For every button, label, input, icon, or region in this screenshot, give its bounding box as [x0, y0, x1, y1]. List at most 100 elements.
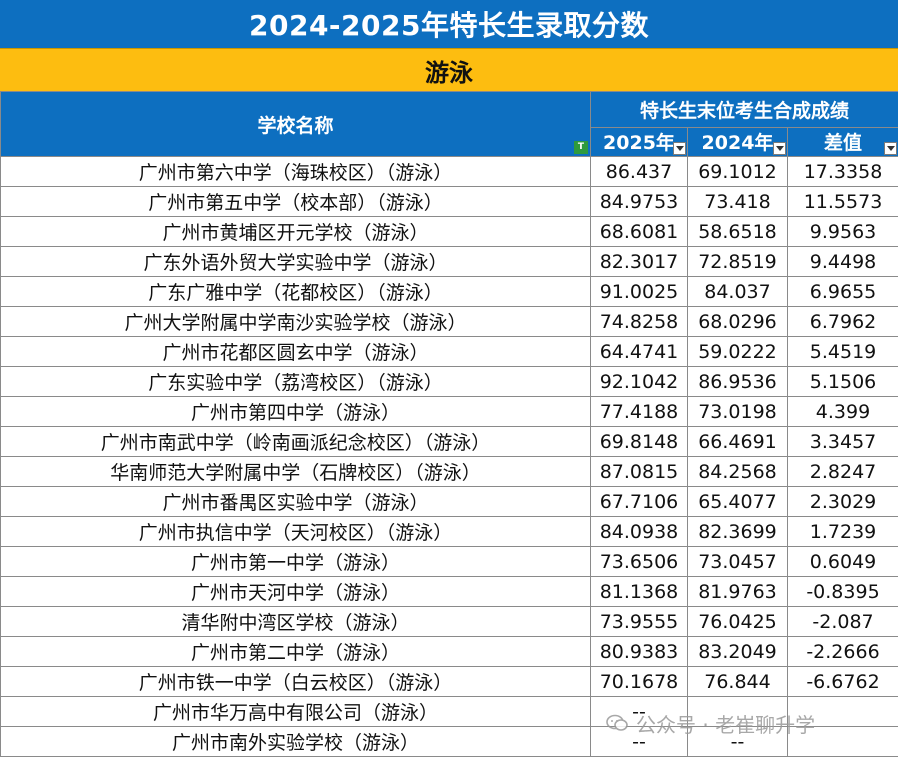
score-diff-cell[interactable]: -0.8395: [786, 576, 898, 607]
school-cell[interactable]: 广州市天河中学（游泳）: [0, 576, 591, 607]
table-row: 广州市天河中学（游泳） 81.1368 81.9763 -0.8395: [0, 576, 898, 607]
filter-dropdown-icon[interactable]: [884, 142, 898, 155]
score-diff-cell[interactable]: 3.3457: [786, 426, 898, 457]
score-2025-cell[interactable]: 64.4741: [590, 336, 688, 367]
school-cell[interactable]: 广州市第二中学（游泳）: [0, 636, 591, 667]
score-diff-cell[interactable]: 17.3358: [786, 156, 898, 187]
school-cell[interactable]: 广州市南外实验学校（游泳）: [0, 726, 591, 757]
table-row: 广州市第二中学（游泳） 80.9383 83.2049 -2.2666: [0, 636, 898, 667]
filter-dropdown-icon[interactable]: [673, 142, 686, 155]
score-2025-cell[interactable]: 81.1368: [590, 576, 688, 607]
score-2025-cell[interactable]: 87.0815: [590, 456, 688, 487]
header-diff[interactable]: 差值: [786, 126, 898, 158]
school-cell[interactable]: 广东广雅中学（花都校区）（游泳）: [0, 276, 591, 307]
score-diff-cell[interactable]: 4.399: [786, 396, 898, 427]
table-row: 广州市第一中学（游泳） 73.6506 73.0457 0.6049: [0, 546, 898, 577]
school-cell[interactable]: 广州市花都区圆玄中学（游泳）: [0, 336, 591, 367]
sheet-title: 2024-2025年特长生录取分数: [0, 0, 898, 48]
table-row: 广州市南外实验学校（游泳） -- --: [0, 726, 898, 757]
scores-table: 学校名称 T 特长生末位考生合成成绩 2025年 2024年 差值: [0, 91, 898, 757]
score-2025-cell[interactable]: 74.8258: [590, 306, 688, 337]
school-cell[interactable]: 广州市华万高中有限公司（游泳）: [0, 696, 591, 727]
score-diff-cell[interactable]: 11.5573: [786, 186, 898, 217]
score-2024-cell[interactable]: 68.0296: [687, 306, 788, 337]
score-2024-cell[interactable]: 65.4077: [687, 486, 788, 517]
school-cell[interactable]: 广州市番禺区实验中学（游泳）: [0, 486, 591, 517]
score-diff-cell[interactable]: 2.3029: [786, 486, 898, 517]
header-2024-label: 2024年: [701, 132, 774, 155]
score-2024-cell[interactable]: 84.2568: [687, 456, 788, 487]
score-2025-cell[interactable]: 84.9753: [590, 186, 688, 217]
filter-dropdown-icon[interactable]: [773, 142, 786, 155]
school-cell[interactable]: 广东实验中学（荔湾校区）（游泳）: [0, 366, 591, 397]
table-row: 广州市执信中学（天河校区）（游泳） 84.0938 82.3699 1.7239: [0, 516, 898, 547]
score-2024-cell[interactable]: 86.9536: [687, 366, 788, 397]
score-diff-cell[interactable]: 9.4498: [786, 246, 898, 277]
score-2025-cell[interactable]: 68.6081: [590, 216, 688, 247]
score-2024-cell[interactable]: 84.037: [687, 276, 788, 307]
score-2024-cell[interactable]: 81.9763: [687, 576, 788, 607]
score-2024-cell[interactable]: 72.8519: [687, 246, 788, 277]
score-2025-cell[interactable]: 80.9383: [590, 636, 688, 667]
school-cell[interactable]: 华南师范大学附属中学（石牌校区）（游泳）: [0, 456, 591, 487]
score-2025-cell[interactable]: 86.437: [590, 156, 688, 187]
table-row: 广州市第四中学（游泳） 77.4188 73.0198 4.399: [0, 396, 898, 427]
score-2024-cell[interactable]: 66.4691: [687, 426, 788, 457]
header-school-label: 学校名称: [257, 114, 334, 137]
filter-active-icon[interactable]: T: [574, 141, 588, 154]
score-2025-cell[interactable]: 73.6506: [590, 546, 688, 577]
score-2025-cell[interactable]: --: [590, 726, 688, 757]
score-diff-cell[interactable]: 6.7962: [786, 306, 898, 337]
score-2024-cell[interactable]: 73.0457: [687, 546, 788, 577]
table-row: 广州市花都区圆玄中学（游泳） 64.4741 59.0222 5.4519: [0, 336, 898, 367]
school-cell[interactable]: 广州市第五中学（校本部）（游泳）: [0, 186, 591, 217]
score-diff-cell[interactable]: 0.6049: [786, 546, 898, 577]
school-cell[interactable]: 清华附中湾区学校（游泳）: [0, 606, 591, 637]
score-2024-cell[interactable]: 59.0222: [687, 336, 788, 367]
score-diff-cell[interactable]: 6.9655: [786, 276, 898, 307]
score-diff-cell[interactable]: 2.8247: [786, 456, 898, 487]
score-2024-cell[interactable]: 82.3699: [687, 516, 788, 547]
score-2025-cell[interactable]: 82.3017: [590, 246, 688, 277]
school-cell[interactable]: 广州市第一中学（游泳）: [0, 546, 591, 577]
header-2025[interactable]: 2025年: [590, 126, 688, 158]
score-2025-cell[interactable]: 84.0938: [590, 516, 688, 547]
score-diff-cell[interactable]: 1.7239: [786, 516, 898, 547]
score-2024-cell[interactable]: 73.418: [687, 186, 788, 217]
school-cell[interactable]: 广州市第四中学（游泳）: [0, 396, 591, 427]
score-diff-cell[interactable]: 5.4519: [786, 336, 898, 367]
score-2025-cell[interactable]: 92.1042: [590, 366, 688, 397]
school-cell[interactable]: 广州大学附属中学南沙实验学校（游泳）: [0, 306, 591, 337]
score-diff-cell[interactable]: [786, 726, 898, 757]
score-2025-cell[interactable]: --: [590, 696, 688, 727]
school-cell[interactable]: 广州市黄埔区开元学校（游泳）: [0, 216, 591, 247]
school-cell[interactable]: 广东外语外贸大学实验中学（游泳）: [0, 246, 591, 277]
score-diff-cell[interactable]: -2.2666: [786, 636, 898, 667]
school-cell[interactable]: 广州市第六中学（海珠校区）（游泳）: [0, 156, 591, 187]
score-2025-cell[interactable]: 70.1678: [590, 666, 688, 697]
score-2024-cell[interactable]: 76.844: [687, 666, 788, 697]
score-diff-cell[interactable]: -6.6762: [786, 666, 898, 697]
score-2025-cell[interactable]: 67.7106: [590, 486, 688, 517]
score-2024-cell[interactable]: 73.0198: [687, 396, 788, 427]
score-diff-cell[interactable]: 5.1506: [786, 366, 898, 397]
score-2024-cell[interactable]: --: [687, 726, 788, 757]
score-diff-cell[interactable]: 9.9563: [786, 216, 898, 247]
score-2024-cell[interactable]: 83.2049: [687, 636, 788, 667]
table-row: 广东实验中学（荔湾校区）（游泳） 92.1042 86.9536 5.1506: [0, 366, 898, 397]
score-2024-cell[interactable]: 76.0425: [687, 606, 788, 637]
score-2025-cell[interactable]: 91.0025: [590, 276, 688, 307]
score-diff-cell[interactable]: -2.087: [786, 606, 898, 637]
header-2024[interactable]: 2024年: [687, 126, 788, 158]
school-cell[interactable]: 广州市南武中学（岭南画派纪念校区）（游泳）: [0, 426, 591, 457]
school-cell[interactable]: 广州市铁一中学（白云校区）（游泳）: [0, 666, 591, 697]
score-2025-cell[interactable]: 77.4188: [590, 396, 688, 427]
table-row: 清华附中湾区学校（游泳） 73.9555 76.0425 -2.087: [0, 606, 898, 637]
score-2025-cell[interactable]: 69.8148: [590, 426, 688, 457]
score-2025-cell[interactable]: 73.9555: [590, 606, 688, 637]
header-school-name[interactable]: 学校名称 T: [0, 91, 591, 157]
school-cell[interactable]: 广州市执信中学（天河校区）（游泳）: [0, 516, 591, 547]
score-2024-cell[interactable]: 58.6518: [687, 216, 788, 247]
score-diff-cell[interactable]: [786, 696, 898, 727]
score-2024-cell[interactable]: 69.1012: [687, 156, 788, 187]
